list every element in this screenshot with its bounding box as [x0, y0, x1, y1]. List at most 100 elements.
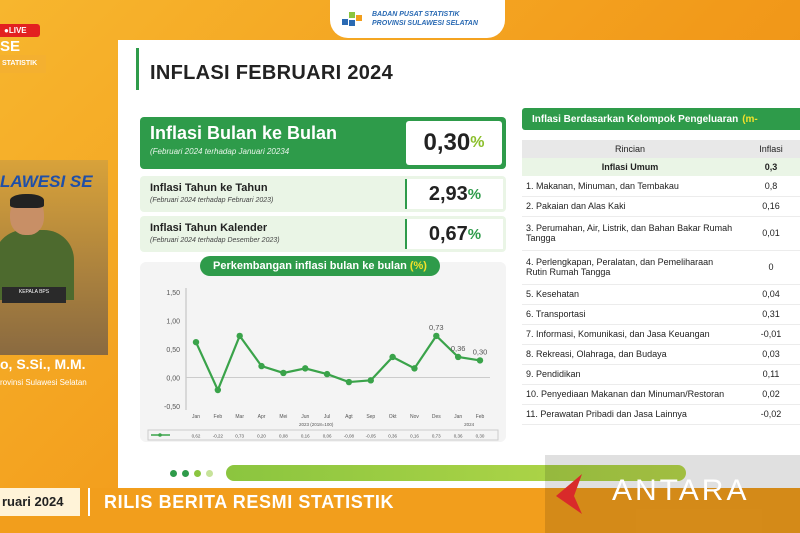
point-label: 0,36 [451, 344, 466, 353]
value-table-label: 0,16 [410, 434, 419, 439]
ticker-headline: RILIS BERITA RESMI STATISTIK [104, 492, 395, 512]
data-point [389, 353, 396, 361]
row-label: 5. Kesehatan [522, 284, 738, 305]
value-table-label: 0,30 [476, 434, 485, 439]
table-row: 3. Perumahan, Air, Listrik, dan Bahan Ba… [522, 216, 800, 251]
row-value: 0,8 [738, 176, 800, 197]
ytd-subtitle: (Februari 2024 terhadap Desember 2023) [150, 237, 280, 244]
table-title-text: Inflasi Berdasarkan Kelompok Pengeluaran [532, 113, 739, 125]
inflation-chart-panel: 1,50 1,00 0,50 0,00 -0,50 0,73 0,36 0,30 Jan Feb M… [140, 256, 506, 442]
header-line1: BADAN PUSAT STATISTIK [372, 11, 460, 18]
stream-left-fragment: SE [0, 38, 21, 55]
yoy-value: 2,93 [428, 182, 468, 205]
table-header-inflasi: Inflasi [738, 140, 800, 158]
table-row: 11. Perawatan Pribadi dan Jasa Lainnya -0… [522, 404, 800, 425]
header-line2: PROVINSI SULAWESI SELATAN [372, 20, 478, 27]
y-tick-label: 0,00 [166, 376, 180, 383]
stream-left-tag: STATISTIK [0, 55, 46, 73]
slide-title: INFLASI FEBRUARI 2024 [150, 62, 394, 84]
data-point [454, 353, 462, 361]
x-tick-label: Sep [366, 414, 375, 420]
news-ticker [0, 488, 800, 533]
data-point [280, 369, 287, 377]
row-value: 0,03 [738, 344, 800, 365]
mtm-value: 0,30 [423, 129, 471, 156]
data-point [345, 378, 353, 386]
point-label: 0,73 [429, 323, 444, 332]
value-table-label: 0,06 [323, 434, 332, 439]
ytd-title: Inflasi Tahun Kalender [150, 222, 268, 234]
row-label: 4. Perlengkapan, Peralatan, dan Pemeliha… [522, 250, 738, 285]
row-label: 9. Pendidikan [522, 364, 738, 385]
table-row: 1. Makanan, Minuman, dan Tembakau 0,8 [522, 176, 800, 197]
slide-footer-bar [226, 465, 686, 481]
x-tick-label: Nov [410, 414, 419, 420]
table-title: Inflasi Berdasarkan Kelompok Pengeluaran… [522, 108, 800, 130]
progress-dot [182, 470, 189, 477]
x-tick-label: Jan [454, 414, 462, 420]
row-label: 2. Pakaian dan Alas Kaki [522, 196, 738, 217]
x-tick-label: Jul [324, 414, 330, 420]
data-point [433, 332, 440, 340]
live-badge: ● LIVE [0, 24, 40, 37]
point-label: 0,30 [473, 347, 488, 356]
ytd-pct: % [467, 225, 482, 243]
value-table-label: -0,05 [366, 434, 377, 439]
table-row: 9. Pendidikan 0,11 [522, 364, 800, 385]
antara-watermark: ANTARA [612, 474, 750, 507]
x-tick-label: Okt [389, 414, 397, 420]
value-table-label: -0,22 [213, 434, 224, 439]
yoy-subtitle: (Februari 2024 terhadap Februari 2023) [150, 197, 274, 204]
data-point [323, 370, 331, 378]
progress-dot [206, 470, 213, 477]
progress-dot [194, 470, 201, 477]
data-point [411, 365, 418, 372]
mtm-pct: % [470, 134, 485, 151]
live-label: LIVE [8, 26, 27, 35]
watermark-panel [545, 455, 800, 533]
presentation-slide: INFLASI FEBRUARI 2024 Inflasi Bulan ke B… [118, 40, 800, 488]
table-row: 2. Pakaian dan Alas Kaki 0,16 [522, 196, 800, 217]
value-table-label: 0,73 [235, 434, 244, 439]
row-value: 0,16 [738, 196, 800, 217]
total-value: 0,3 [738, 158, 800, 176]
row-value: 0 [738, 250, 800, 285]
bps-logo-icon [342, 12, 362, 26]
presenter-backdrop-text: LAWESI SE [0, 172, 93, 191]
row-label: 1. Makanan, Minuman, dan Tembakau [522, 176, 738, 197]
chart-title-unit: (%) [409, 260, 427, 272]
value-table-label: 0,36 [388, 434, 397, 439]
x-tick-label: Apr [258, 414, 266, 420]
row-value: 0,04 [738, 284, 800, 305]
presenter-role: rovinsi Sulawesi Selatan [0, 378, 87, 387]
podium-sign: KEPALA BPS [2, 287, 66, 303]
legend-marker [158, 433, 162, 437]
ytd-card: Inflasi Tahun Kalender (Februari 2024 te… [140, 216, 506, 252]
table-row: 8. Rekreasi, Olahraga, dan Budaya 0,03 [522, 344, 800, 365]
slide-progress-dots [170, 470, 213, 477]
data-point [476, 357, 484, 364]
table-row: 10. Penyediaan Makanan dan Minuman/Resto… [522, 384, 800, 405]
table-row: 5. Kesehatan 0,04 [522, 284, 800, 305]
data-point [367, 377, 374, 384]
row-label: 11. Perawatan Pribadi dan Jasa Lainnya [522, 404, 738, 425]
value-table-label: 0,20 [257, 434, 266, 439]
row-value: 0,11 [738, 364, 800, 385]
progress-dot [170, 470, 177, 477]
row-label: 8. Rekreasi, Olahraga, dan Budaya [522, 344, 738, 365]
mtm-subtitle: (Februari 2024 terhadap Januari 20234 [150, 147, 290, 156]
row-label: 6. Transportasi [522, 304, 738, 325]
bps-header-text: BADAN PUSAT STATISTIK PROVINSI SULAWESI … [372, 10, 478, 28]
y-tick-label: 1,50 [166, 290, 180, 297]
ytd-value: 0,67 [428, 222, 468, 245]
y-tick-label: 1,00 [166, 319, 180, 326]
yoy-pct: % [467, 185, 482, 203]
x-tick-label: Jan [192, 414, 200, 420]
x-tick-label: Agt [345, 414, 353, 420]
data-point [302, 365, 309, 372]
x-tick-label: Jun [301, 414, 309, 420]
row-label: 10. Penyediaan Makanan dan Minuman/Resto… [522, 384, 738, 405]
x-group-label: 2023 (2018=100) [299, 422, 334, 427]
value-table-label: -0,08 [344, 434, 355, 439]
total-label: Inflasi Umum [522, 158, 738, 176]
